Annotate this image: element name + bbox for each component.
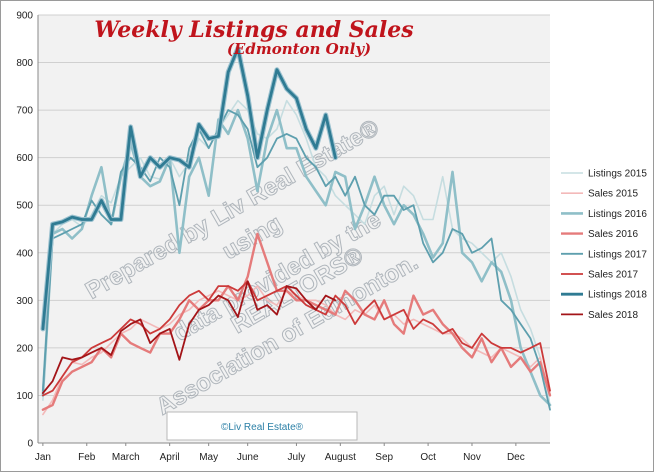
legend-label: Sales 2015: [588, 189, 638, 200]
series-lines: [40, 45, 552, 416]
y-tick-label: 0: [27, 439, 33, 450]
y-tick-label: 200: [16, 343, 33, 354]
x-tick-label: August: [325, 452, 356, 463]
y-tick-label: 900: [16, 11, 33, 22]
legend-label: Sales 2017: [588, 270, 638, 281]
y-tick-label: 700: [16, 106, 33, 117]
plot-area: [38, 15, 550, 443]
copyright-box: [166, 411, 358, 441]
legend-label: Listings 2015: [588, 169, 647, 180]
legend-label: Listings 2016: [588, 209, 647, 220]
x-tick-label: Sep: [375, 452, 393, 463]
y-tick-label: 100: [16, 391, 33, 402]
x-tick-label: June: [237, 452, 259, 463]
x-tick-label: Nov: [463, 452, 481, 463]
y-tick-label: 400: [16, 248, 33, 259]
x-tick-label: Jan: [35, 452, 51, 463]
x-tick-label: April: [160, 452, 180, 463]
legend-label: Listings 2018: [588, 290, 647, 301]
legend: Listings 2015 Sales 2015 Listings 2016 Sale…: [561, 169, 647, 321]
x-tick-label: Dec: [507, 452, 525, 463]
x-tick-label: March: [112, 452, 140, 463]
series-line-listings-2018: [41, 46, 337, 331]
y-tick-label: 500: [16, 201, 33, 212]
chart-subtitle: (Edmonton Only): [227, 40, 371, 58]
series-line-sales-2016: [41, 232, 552, 411]
y-tick-label: 300: [16, 296, 33, 307]
x-tick-label: Oct: [420, 452, 436, 463]
chart-title: Weekly Listings and Sales: [94, 17, 413, 43]
x-tick-label: May: [199, 452, 218, 463]
legend-label: Listings 2017: [588, 249, 647, 260]
y-tick-label: 800: [16, 58, 33, 69]
legend-label: Sales 2018: [588, 310, 638, 321]
legend-label: Sales 2016: [588, 229, 638, 240]
series-line-sales-2018: [42, 280, 337, 395]
y-tick-label: 600: [16, 153, 33, 164]
x-tick-label: Feb: [78, 452, 96, 463]
x-tick-label: July: [288, 452, 306, 463]
axes: 0 100 200 300 400 500 600 700 800 900 Jan Feb March A…: [16, 11, 550, 463]
copyright-text: ©Liv Real Estate®: [221, 422, 304, 433]
series-line-sales-2017: [42, 280, 551, 397]
